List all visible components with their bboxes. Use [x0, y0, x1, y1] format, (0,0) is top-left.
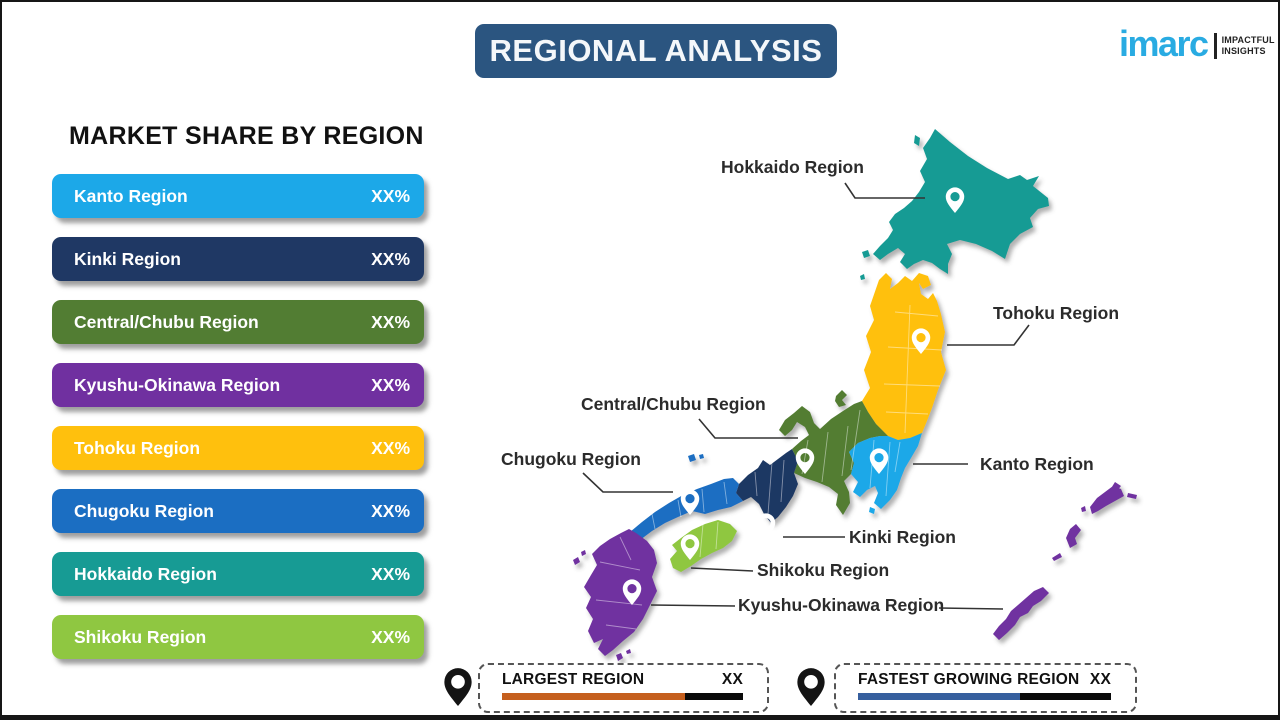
largest-region-bar-rest	[685, 693, 743, 700]
logo-tagline-line1: IMPACTFUL	[1221, 35, 1275, 46]
market-share-bar-kyushu-okinawa: Kyushu-Okinawa Region XX%	[52, 363, 424, 407]
logo-divider	[1213, 33, 1217, 59]
fastest-growing-legend: FASTEST GROWING REGION XX	[834, 663, 1137, 713]
fastest-growing-bar-fill	[858, 693, 1020, 700]
bar-value: XX%	[371, 626, 410, 647]
bar-value: XX%	[371, 248, 410, 269]
largest-region-bar	[502, 693, 743, 700]
largest-region-value: XX	[721, 671, 743, 688]
market-share-bar-tohoku: Tohoku Region XX%	[52, 426, 424, 470]
region-tohoku	[862, 273, 946, 440]
bar-value: XX%	[371, 185, 410, 206]
bar-label: Central/Chubu Region	[74, 311, 259, 332]
pin-okinawa	[1006, 564, 1026, 590]
leader-kyushu-left	[650, 604, 736, 607]
region-kinki	[736, 449, 798, 523]
bar-label: Shikoku Region	[74, 626, 207, 647]
leader-chugoku	[582, 472, 673, 493]
bar-label: Kinki Region	[74, 248, 181, 269]
region-central-chubu	[779, 390, 888, 515]
region-shikoku	[670, 520, 737, 572]
fastest-growing-bar	[858, 693, 1111, 700]
bar-value: XX%	[371, 374, 410, 395]
prefecture-borders	[595, 304, 943, 630]
bar-label: Kanto Region	[74, 185, 188, 206]
market-share-bar-shikoku: Shikoku Region XX%	[52, 615, 424, 659]
callout-kinki: Kinki Region	[849, 527, 956, 547]
callout-shikoku: Shikoku Region	[757, 560, 890, 580]
callout-leader-lines	[582, 182, 1030, 610]
fastest-growing-label: FASTEST GROWING REGION	[858, 671, 1080, 688]
imarc-logo: imarc IMPACTFUL INSIGHTS	[1119, 26, 1275, 62]
callout-hokkaido: Hokkaido Region	[721, 157, 864, 177]
bar-value: XX%	[371, 563, 410, 584]
logo-tagline-line2: INSIGHTS	[1221, 46, 1266, 56]
largest-region-label: LARGEST REGION	[502, 671, 645, 688]
largest-region-legend: LARGEST REGION XX	[478, 663, 769, 713]
fastest-growing-value: XX	[1089, 671, 1111, 688]
bar-label: Hokkaido Region	[74, 563, 217, 584]
market-share-bar-central-chubu: Central/Chubu Region XX%	[52, 300, 424, 344]
logo-tagline: IMPACTFUL INSIGHTS	[1222, 35, 1275, 57]
market-share-list: Kanto Region XX% Kinki Region XX% Centra…	[52, 174, 424, 659]
bar-value: XX%	[371, 437, 410, 458]
fastest-growing-pin-icon	[797, 668, 825, 706]
bar-label: Kyushu-Okinawa Region	[74, 374, 281, 395]
market-share-bar-kinki: Kinki Region XX%	[52, 237, 424, 281]
japan-map	[573, 129, 1137, 667]
leader-hokkaido	[844, 182, 925, 199]
market-share-bar-kanto: Kanto Region XX%	[52, 174, 424, 218]
market-share-heading: MARKET SHARE BY REGION	[69, 122, 424, 150]
bar-label: Tohoku Region	[74, 437, 201, 458]
largest-region-bar-fill	[502, 693, 686, 700]
imarc-logo-text: imarc	[1119, 23, 1209, 64]
callout-central-chubu: Central/Chubu Region	[581, 394, 766, 414]
leader-central-chubu	[698, 418, 798, 439]
bar-value: XX%	[371, 500, 410, 521]
leader-tohoku	[947, 324, 1030, 346]
largest-region-pin-icon	[444, 668, 472, 706]
callout-chugoku: Chugoku Region	[501, 449, 641, 469]
leader-okinawa-right	[938, 607, 1004, 610]
callout-kyushu-okinawa: Kyushu-Okinawa Region	[738, 595, 945, 615]
callout-tohoku: Tohoku Region	[993, 303, 1120, 323]
page-title: REGIONAL ANALYSIS	[475, 24, 837, 78]
pin-kinki	[756, 513, 776, 539]
region-kanto	[849, 433, 922, 514]
bar-value: XX%	[371, 311, 410, 332]
leader-shikoku	[690, 567, 754, 572]
market-share-bar-hokkaido: Hokkaido Region XX%	[52, 552, 424, 596]
bar-label: Chugoku Region	[74, 500, 214, 521]
callout-kanto: Kanto Region	[980, 454, 1094, 474]
market-share-bar-chugoku: Chugoku Region XX%	[52, 489, 424, 533]
fastest-growing-bar-rest	[1019, 693, 1111, 700]
